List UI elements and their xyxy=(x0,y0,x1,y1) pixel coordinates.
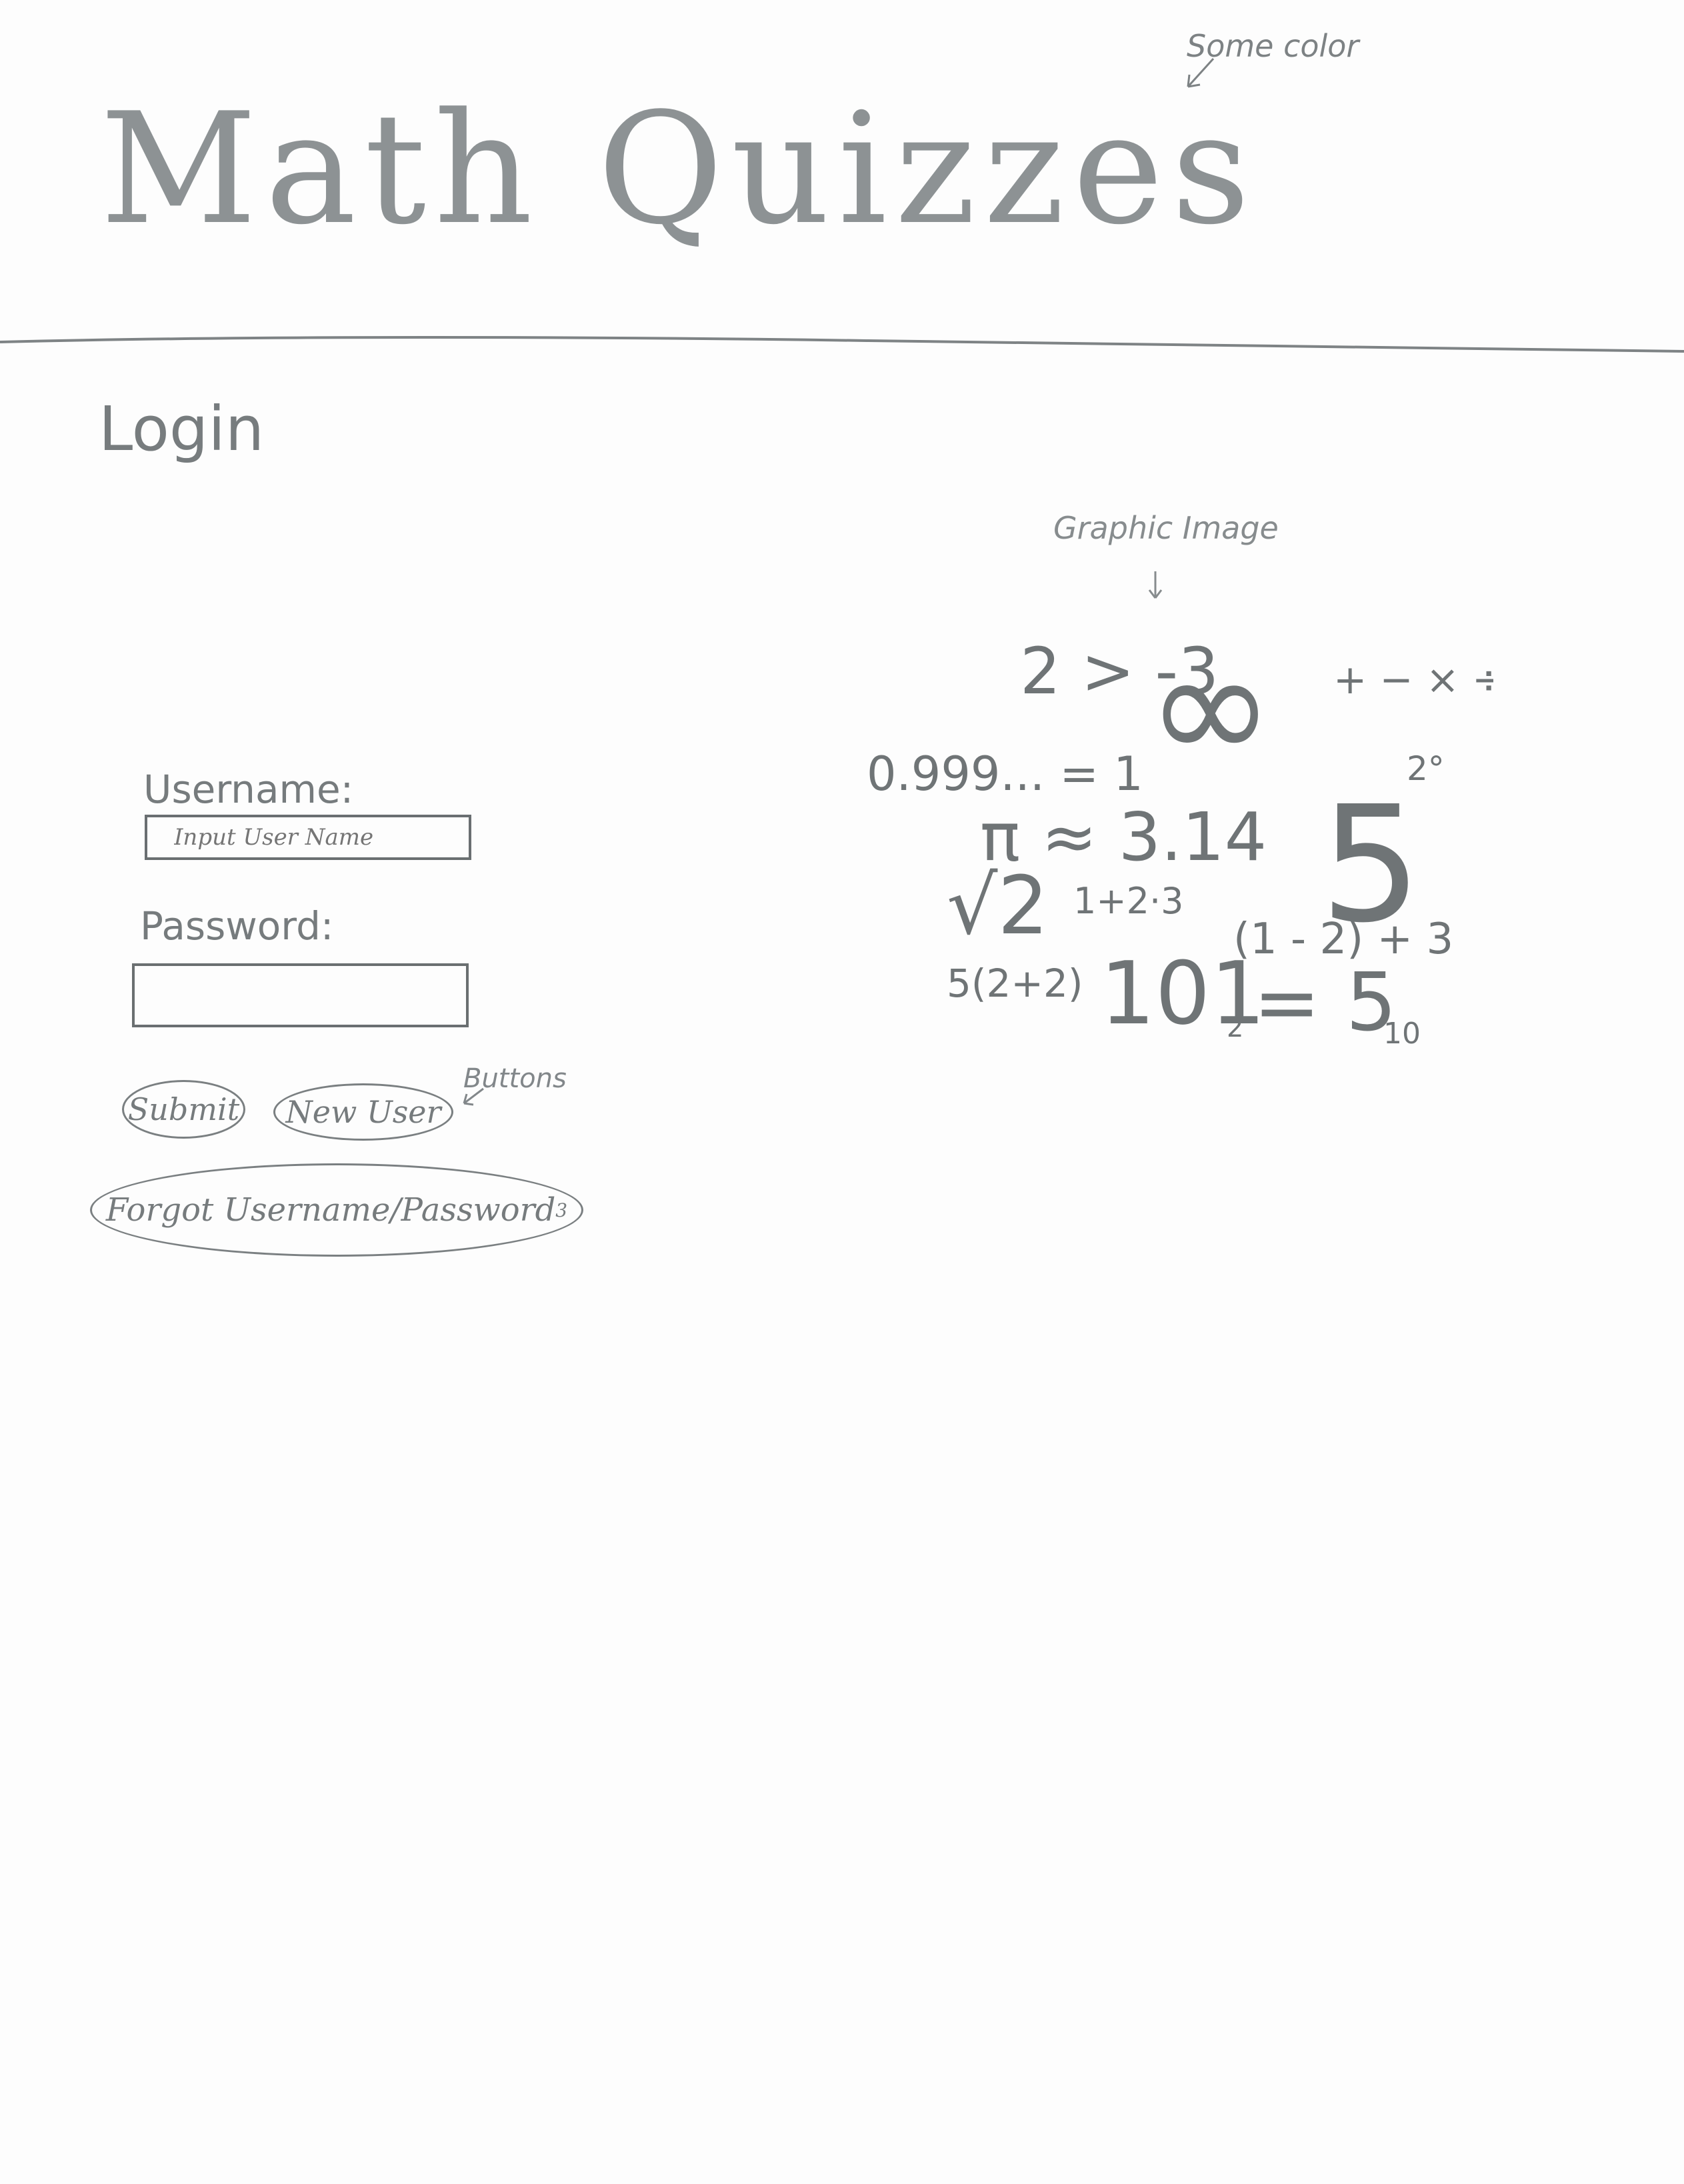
app-title: Math Quizzes xyxy=(100,81,1259,259)
header-divider xyxy=(0,336,1684,353)
expr-two-degrees: 2° xyxy=(1407,749,1445,788)
password-label: Password: xyxy=(140,903,334,949)
expr-operators: + − × ÷ xyxy=(1333,657,1493,703)
forgot-label: Forgot Username/Password xyxy=(105,1191,556,1229)
arrow-icon xyxy=(463,1087,484,1106)
expr-base-two: 2 xyxy=(1227,1013,1243,1043)
expr-pi: π ≈ 3.14 xyxy=(980,798,1267,876)
login-heading: Login xyxy=(99,393,265,465)
password-input[interactable] xyxy=(132,963,469,1027)
expr-comparison: 2 > -3 xyxy=(1020,634,1219,709)
arrow-down-icon xyxy=(1148,571,1163,599)
expr-sum: 1+2·3 xyxy=(1073,880,1183,922)
username-label: Username: xyxy=(143,767,354,812)
expr-times: 5(2+2) xyxy=(947,961,1083,1006)
forgot-mark: 3 xyxy=(555,1199,568,1221)
new-user-button[interactable]: New User xyxy=(273,1083,453,1141)
expr-equals-five: = 5 xyxy=(1253,957,1397,1049)
expr-binary: 101 xyxy=(1100,943,1265,1044)
color-annotation: Some color xyxy=(1187,28,1359,64)
math-graphic: 2 > -3 ∞ + − × ÷ 0.999... = 1 2° π ≈ 3.1… xyxy=(867,619,1493,1051)
expr-root-two: √2 xyxy=(947,860,1049,953)
buttons-annotation: Buttons xyxy=(463,1063,567,1094)
arrow-icon xyxy=(1187,57,1215,88)
submit-button[interactable]: Submit xyxy=(122,1080,245,1139)
expr-five: 5 xyxy=(1320,771,1422,958)
username-input[interactable] xyxy=(145,815,471,860)
expr-paren: (1 - 2) + 3 xyxy=(1233,915,1453,964)
graphic-annotation: Graphic Image xyxy=(1053,510,1279,546)
expr-repeating: 0.999... = 1 xyxy=(867,747,1143,801)
expr-base-ten: 10 xyxy=(1383,1017,1421,1051)
infinity-icon: ∞ xyxy=(1147,619,1275,797)
forgot-credentials-button[interactable]: Forgot Username/Password 3 xyxy=(90,1163,583,1257)
